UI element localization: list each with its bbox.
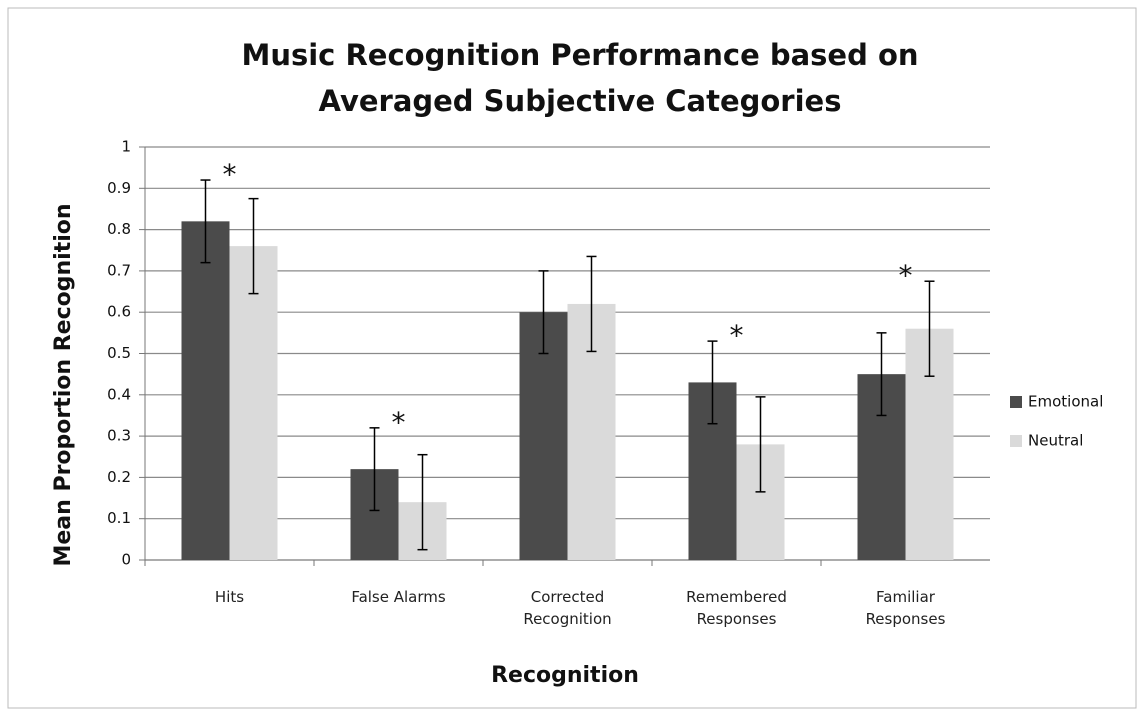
y-tick-label: 0.5 [107,344,131,362]
y-tick-label: 1 [121,138,131,156]
error-bar [538,270,549,355]
legend-swatch [1010,396,1022,408]
error-bar [707,340,718,425]
x-tick-label: Corrected Recognition [523,588,612,628]
error-bar [924,280,935,377]
y-axis-title: Mean Proportion Recognition [51,203,76,566]
y-tick-label: 0.3 [107,427,131,445]
y-tick-label: 0.8 [107,220,131,238]
significance-marker: * [392,406,406,439]
error-bar [755,396,766,493]
chart-title: Music Recognition Performance based on [241,38,918,72]
error-bar [248,197,259,295]
x-tick-label: Remembered Responses [686,588,787,628]
y-tick-label: 0 [121,551,131,569]
error-bar [369,427,380,512]
x-tick-label: Hits [214,588,245,606]
bar [181,221,230,560]
significance-marker: * [730,319,744,352]
y-tick-label: 0.7 [107,261,131,279]
error-bar [586,255,597,353]
error-bar [876,332,887,417]
significance-marker: * [899,259,913,292]
x-axis-title: Recognition [491,663,639,688]
x-tick-label: Familiar Responses [865,588,946,628]
chart-title: Averaged Subjective Categories [319,84,842,118]
y-tick-label: 0.6 [107,303,131,321]
y-tick-label: 0.2 [107,468,131,486]
significance-marker: * [223,158,237,191]
legend-label: Emotional [1028,393,1103,411]
legend-label: Neutral [1028,432,1083,450]
error-bar [417,453,428,551]
y-tick-label: 0.1 [107,509,131,527]
bar [229,246,278,560]
legend-swatch [1010,435,1022,447]
error-bar [200,179,211,264]
y-tick-label: 0.9 [107,179,131,197]
x-tick-label: False Alarms [351,588,446,606]
y-tick-label: 0.4 [107,385,131,403]
